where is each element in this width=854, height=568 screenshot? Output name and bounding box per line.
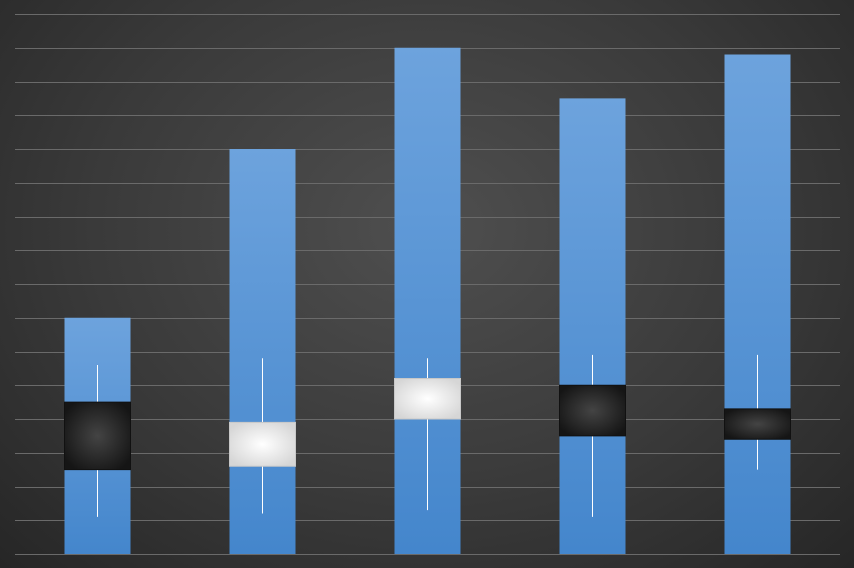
candlestick-down-box <box>560 385 626 436</box>
candlestick-down-box <box>725 409 791 439</box>
candlestick-up-box <box>230 422 296 466</box>
candlestick-series <box>65 355 791 517</box>
candlestick-up-box <box>395 379 461 420</box>
bar-5 <box>725 55 791 555</box>
candlestick-down-box <box>65 402 131 470</box>
